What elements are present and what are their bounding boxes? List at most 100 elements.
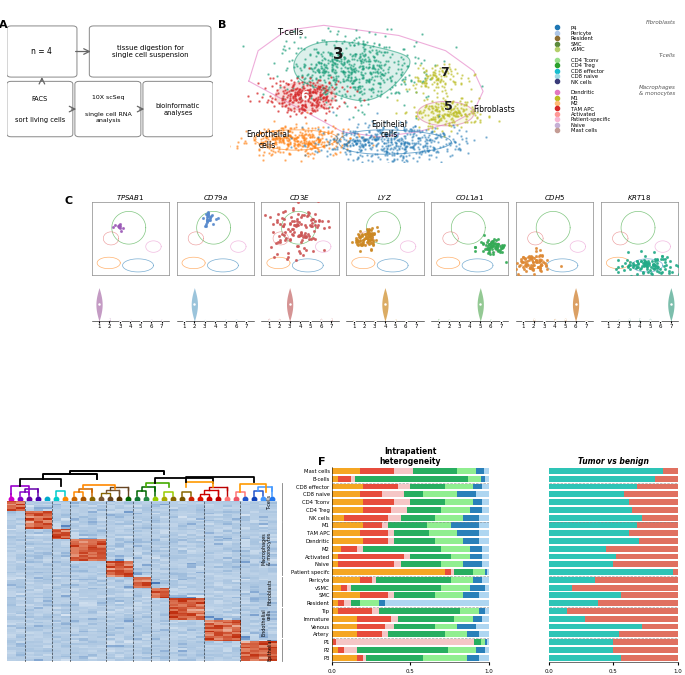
Point	[358, 88, 369, 99]
Point	[360, 38, 371, 49]
Point	[310, 59, 321, 70]
Point	[420, 78, 431, 89]
Point	[323, 70, 334, 81]
Point	[313, 81, 324, 92]
Point	[434, 105, 445, 116]
Point	[382, 154, 393, 165]
Point	[493, 246, 503, 256]
Point	[406, 142, 416, 153]
Point	[271, 249, 282, 260]
Point	[336, 82, 347, 92]
Bar	[410, 499, 445, 505]
Point	[466, 105, 477, 116]
Point	[304, 91, 315, 102]
Point	[305, 49, 316, 59]
Point	[374, 132, 385, 142]
Point	[430, 115, 441, 126]
Bar	[429, 531, 457, 536]
Point	[437, 105, 448, 115]
Point	[295, 92, 306, 103]
Point	[647, 259, 658, 270]
Point	[360, 54, 371, 65]
Bar	[345, 647, 357, 653]
Point	[197, 213, 208, 223]
Point	[298, 133, 309, 144]
Point	[404, 142, 415, 153]
Point	[365, 68, 376, 79]
Point	[534, 245, 545, 256]
Text: NK cells: NK cells	[571, 80, 591, 84]
Point	[345, 146, 356, 157]
Point	[313, 94, 324, 105]
Point	[306, 80, 317, 90]
Point	[325, 26, 336, 36]
Point	[401, 146, 412, 157]
Point	[276, 92, 287, 103]
Bar	[470, 507, 482, 513]
Point	[649, 247, 660, 258]
Bar	[479, 631, 488, 637]
Point	[403, 70, 414, 80]
Point	[317, 80, 328, 90]
Point	[347, 63, 358, 74]
Point	[356, 230, 367, 241]
Point	[347, 36, 358, 47]
Point	[321, 39, 332, 50]
Point	[325, 48, 336, 59]
Point	[310, 142, 321, 153]
Bar	[347, 585, 351, 591]
Point	[659, 257, 670, 268]
Point	[384, 129, 395, 140]
Point	[304, 86, 315, 97]
Point	[412, 124, 423, 135]
Point	[437, 92, 448, 103]
Point	[281, 99, 292, 110]
Point	[303, 141, 314, 152]
Point	[442, 146, 453, 157]
Point	[319, 88, 330, 99]
Point	[298, 135, 309, 146]
Point	[386, 136, 397, 147]
Point	[419, 109, 430, 120]
Point	[302, 70, 313, 80]
Bar	[482, 499, 488, 505]
Bar	[673, 569, 678, 575]
Point	[399, 136, 410, 147]
Point	[292, 72, 303, 82]
Point	[284, 134, 295, 144]
Point	[371, 65, 382, 76]
Point	[458, 105, 469, 115]
Point	[420, 80, 431, 91]
Point	[376, 88, 387, 99]
Bar	[482, 562, 488, 567]
Point	[297, 70, 308, 80]
Point	[266, 97, 277, 108]
Point	[329, 91, 340, 102]
Point	[451, 108, 462, 119]
Point	[307, 87, 318, 98]
Bar	[479, 608, 486, 614]
Point	[346, 67, 357, 78]
Bar	[379, 608, 460, 614]
Point	[416, 146, 427, 157]
Point	[391, 145, 402, 156]
Point	[277, 94, 288, 105]
Point	[444, 107, 455, 117]
FancyBboxPatch shape	[7, 82, 73, 137]
Text: bioinformatic
analyses: bioinformatic analyses	[156, 103, 200, 115]
Bar	[410, 483, 445, 489]
Point	[301, 107, 312, 117]
Point	[334, 134, 345, 145]
Point	[623, 261, 634, 272]
Point	[364, 132, 375, 143]
Point	[448, 114, 459, 125]
Point	[650, 256, 661, 267]
Point	[300, 244, 311, 255]
Point	[356, 144, 366, 155]
Bar	[482, 577, 488, 583]
Point	[352, 83, 363, 94]
Point	[365, 244, 376, 254]
Point	[201, 219, 212, 230]
Point	[401, 155, 412, 165]
Point	[460, 133, 471, 144]
